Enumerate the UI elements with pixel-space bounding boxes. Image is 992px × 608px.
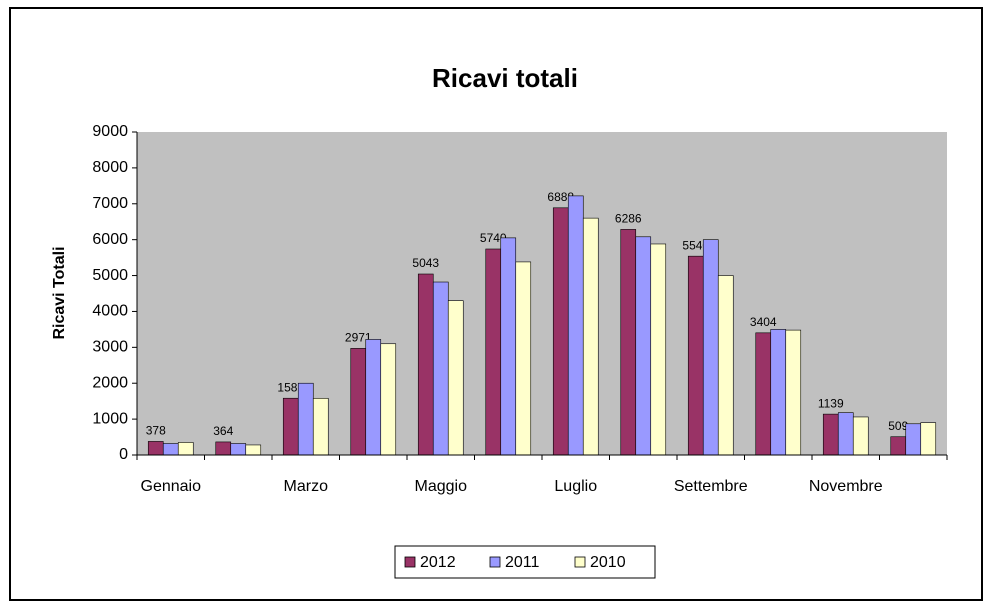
legend-label: 2011: [505, 554, 540, 571]
value-label: 509: [888, 419, 908, 433]
bar: [920, 422, 937, 456]
y-tick-label: 4000: [92, 303, 128, 320]
x-tick-label: Settembre: [674, 478, 748, 495]
bar: [485, 248, 502, 456]
bar: [822, 413, 839, 456]
bar: [215, 441, 232, 456]
bar: [687, 255, 704, 456]
bar: [282, 397, 299, 456]
value-label: 2971: [345, 331, 372, 345]
bar: [365, 339, 382, 456]
y-axis-label: Ricavi Totali: [51, 246, 68, 339]
x-tick-label: Luglio: [554, 478, 597, 495]
y-tick-label: 7000: [92, 195, 128, 212]
bar: [905, 423, 922, 456]
plot-area: [137, 132, 947, 455]
bar: [350, 348, 367, 456]
legend-swatch: [404, 556, 416, 568]
value-label: 6286: [615, 212, 642, 226]
y-tick-label: 5000: [92, 267, 128, 284]
value-label: 1582: [277, 380, 304, 394]
bar: [245, 444, 262, 456]
bar: [717, 275, 734, 456]
chart-title: Ricavi totali: [432, 63, 578, 93]
bar: [230, 443, 247, 456]
value-label: 1139: [818, 396, 844, 410]
x-tick-label: Gennaio: [141, 478, 202, 495]
legend-box: [394, 545, 656, 579]
value-label: 3404: [750, 315, 777, 329]
x-tick-label: Novembre: [809, 478, 883, 495]
y-tick-label: 3000: [92, 339, 128, 356]
value-label: 378: [146, 424, 166, 438]
bar: [380, 343, 397, 456]
bar: [837, 412, 854, 456]
bar: [515, 261, 532, 456]
value-label: 364: [213, 424, 233, 438]
value-label: 5043: [412, 256, 439, 270]
legend-label: 2012: [420, 554, 456, 571]
bar: [635, 236, 652, 456]
bar: [552, 207, 569, 456]
bar: [162, 443, 179, 456]
bar: [312, 397, 329, 456]
bar: [147, 441, 164, 456]
bar: [447, 300, 464, 456]
legend-swatch: [574, 556, 586, 568]
bar: [620, 229, 637, 456]
value-label: 6888: [547, 190, 574, 204]
bar: [755, 332, 772, 456]
bar: [297, 382, 314, 456]
bar: [890, 436, 907, 456]
bar: [650, 243, 667, 456]
bar: [567, 195, 584, 456]
x-tick-label: Maggio: [415, 478, 468, 495]
bar: [500, 237, 517, 456]
y-tick-label: 2000: [92, 374, 128, 391]
bar: [852, 416, 869, 456]
bar: [432, 281, 449, 456]
y-tick-label: 6000: [92, 231, 128, 248]
legend-label: 2010: [590, 554, 626, 571]
y-tick-label: 0: [119, 446, 128, 463]
y-tick-label: 1000: [92, 410, 128, 427]
bar: [417, 273, 434, 456]
bar: [582, 217, 599, 456]
legend-swatch: [489, 556, 501, 568]
x-tick-label: Marzo: [284, 478, 329, 495]
value-label: 5540: [682, 238, 709, 252]
bar: [702, 239, 719, 456]
y-tick-label: 9000: [92, 123, 128, 140]
y-tick-label: 8000: [92, 159, 128, 176]
value-label: 5740: [480, 231, 507, 245]
bar: [770, 329, 787, 456]
bar: [177, 442, 194, 456]
bar: [785, 329, 802, 456]
